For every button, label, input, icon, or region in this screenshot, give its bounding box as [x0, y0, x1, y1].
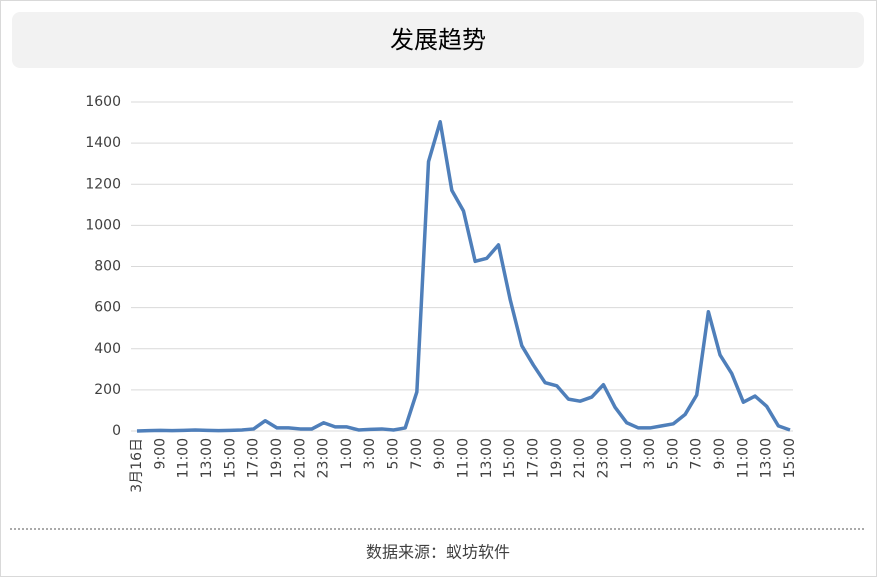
y-tick-label: 600: [94, 300, 121, 316]
y-tick-label: 1000: [85, 217, 121, 233]
x-tick-label: 17:00: [525, 438, 541, 478]
y-tick-label: 1200: [85, 176, 121, 192]
x-tick-label: 3:00: [362, 438, 378, 469]
x-tick-label: 13:00: [199, 438, 215, 478]
x-tick-label: 15:00: [502, 438, 518, 478]
x-tick-label: 9:00: [712, 438, 728, 469]
x-tick-label: 1:00: [339, 438, 355, 469]
x-tick-label: 19:00: [269, 438, 285, 478]
y-tick-label: 1600: [85, 94, 121, 110]
x-tick-label: 17:00: [246, 438, 262, 478]
y-tick-label: 200: [94, 382, 121, 398]
x-tick-label: 15:00: [222, 438, 238, 478]
x-tick-label: 13:00: [759, 438, 775, 478]
y-tick-label: 400: [94, 341, 121, 357]
data-line: [136, 119, 791, 433]
x-tick-label: 15:00: [782, 438, 798, 478]
x-tick-label: 3:00: [642, 438, 658, 469]
x-tick-label: 5:00: [386, 438, 402, 469]
x-tick-label: 19:00: [549, 438, 565, 478]
x-tick-label: 7:00: [409, 438, 425, 469]
y-tick-label: 0: [112, 423, 121, 439]
x-tick-label: 13:00: [479, 438, 495, 478]
x-tick-label: 11:00: [735, 438, 751, 478]
source-note: 数据来源：蚁坊软件: [366, 543, 510, 562]
y-tick-label: 800: [94, 259, 121, 275]
x-tick-label: 23:00: [595, 438, 611, 478]
x-tick-label: 21:00: [572, 438, 588, 478]
x-tick-label: 9:00: [432, 438, 448, 469]
y-tick-label: 1400: [85, 135, 121, 151]
x-tick-label: 7:00: [689, 438, 705, 469]
x-tick-label: 11:00: [176, 438, 192, 478]
x-tick-label: 9:00: [152, 438, 168, 469]
x-tick-label: 23:00: [316, 438, 332, 478]
x-tick-label: 21:00: [292, 438, 308, 478]
x-tick-label: 5:00: [665, 438, 681, 469]
title-box: [12, 12, 864, 68]
x-tick-label: 11:00: [456, 438, 472, 478]
chart-title: 发展趋势: [390, 26, 486, 54]
x-tick-label: 1:00: [619, 438, 635, 469]
x-tick-label: 3月16日: [129, 438, 145, 493]
